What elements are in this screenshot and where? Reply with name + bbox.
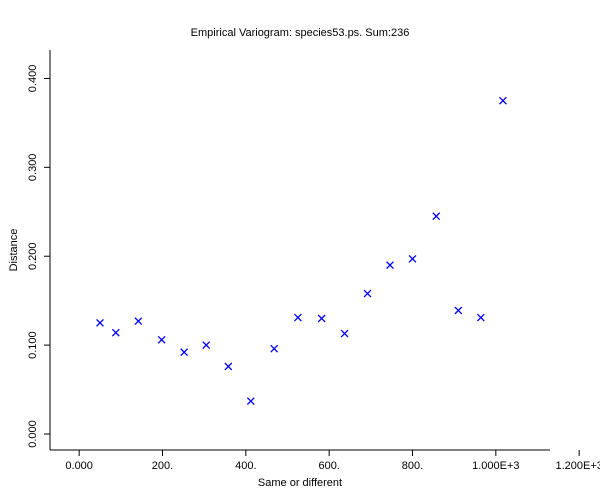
data-point-marker [476,313,485,322]
y-tick-label: 0.000 [27,420,39,448]
data-point-marker [432,212,441,221]
x-tick-label: 1.000E+3 [472,460,519,472]
data-point-marker [134,317,143,326]
y-tick-label: 0.300 [27,154,39,182]
data-point-marker [202,341,211,350]
data-point-marker [96,318,104,327]
x-tick-label: 200. [152,460,173,472]
data-point-marker [340,329,349,338]
x-tick-label: 1.200E+3 [555,460,600,472]
data-point-marker [498,96,507,105]
x-tick-label: 600. [318,460,339,472]
x-tick-label: 400. [235,460,256,472]
data-point-marker [111,328,120,337]
y-tick-label: 0.400 [27,65,39,93]
y-axis-title: Distance [8,229,20,272]
data-point-marker [246,397,255,406]
data-point-marker [180,348,189,357]
y-tick-label: 0.100 [27,331,39,359]
y-axis-ticks: 0.000 0.100 0.200 0.300 0.400 [27,65,50,448]
x-axis-ticks: 0.000 200. 400. 600. 800. 1.000E+3 1.200E+3 [65,450,600,472]
data-point-marker [270,344,279,353]
x-tick-label: 800. [402,460,423,472]
y-tick-label: 0.200 [27,242,39,270]
data-point-marker [363,289,372,298]
x-tick-label: 0.000 [65,460,93,472]
data-point-marker [454,306,463,315]
data-point-marker [157,335,166,344]
data-point-marker [224,362,233,371]
data-point-marker [293,313,302,322]
x-axis-title: Same or different [258,477,342,489]
data-point-marker [386,261,394,270]
chart-title: Empirical Variogram: species53.ps. Sum:2… [191,27,410,39]
data-points [96,96,507,406]
data-point-marker [317,314,326,323]
data-point-marker [408,254,417,263]
